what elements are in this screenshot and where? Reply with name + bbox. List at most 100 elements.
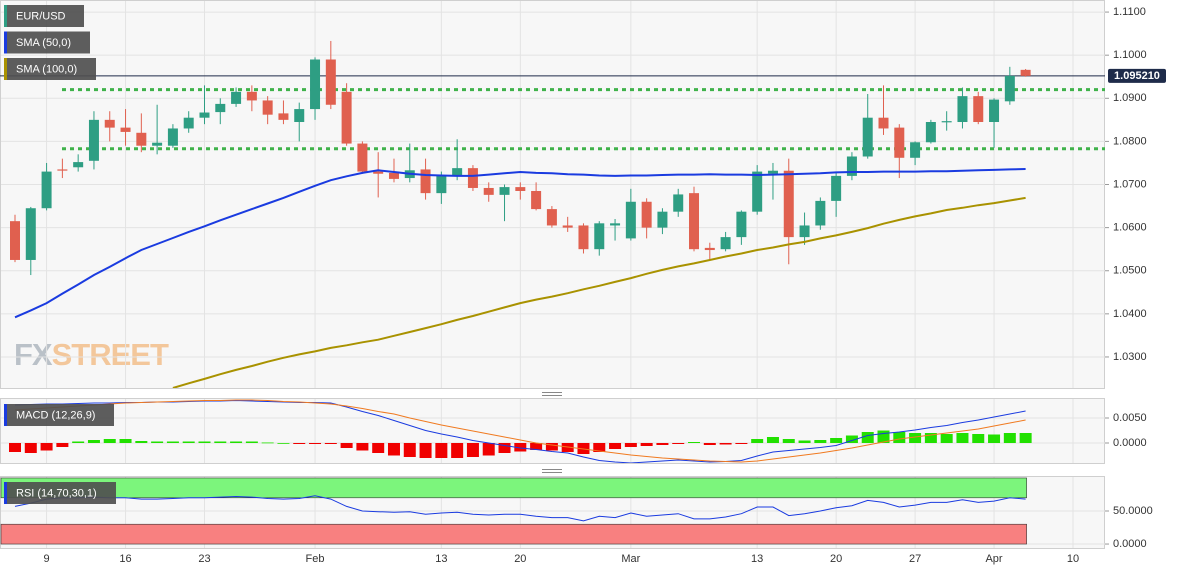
histogram-bar [387, 443, 400, 456]
legend-label: EUR/USD [16, 10, 66, 22]
rsi-band [0, 477, 1027, 499]
candle-body [736, 211, 747, 238]
histogram-bar [672, 443, 685, 444]
legend-box [4, 58, 96, 80]
histogram-bar [482, 443, 495, 456]
histogram-bar [609, 443, 622, 449]
x-tick-label: 13 [435, 553, 447, 565]
candle-body [704, 247, 715, 251]
histogram-bar [356, 443, 369, 451]
x-tick-label: 9 [44, 553, 50, 565]
candle-body [531, 190, 542, 210]
histogram-bar [766, 437, 779, 443]
candle-body [436, 175, 447, 194]
x-tick-label: 20 [514, 553, 526, 565]
legend-box [4, 482, 116, 504]
candle-body [10, 221, 20, 260]
histogram-bar [214, 441, 227, 443]
candle-body [673, 194, 684, 212]
legend-swatch [4, 5, 7, 27]
candle-body [467, 168, 478, 188]
candle-body [231, 91, 242, 104]
histogram-bar [830, 438, 843, 443]
histogram-bar [845, 435, 858, 443]
histogram-bar [324, 443, 337, 444]
candle-body [973, 96, 984, 123]
histogram-bar [972, 434, 985, 443]
y-tick-label: 1.0600 [1113, 222, 1147, 234]
legend-swatch [4, 404, 7, 426]
histogram-bar [40, 443, 53, 451]
y-tick-label: 1.0800 [1113, 135, 1147, 147]
histogram-bar [166, 441, 179, 443]
histogram-bar [909, 433, 922, 443]
histogram-bar [293, 443, 306, 444]
histogram-bar [688, 442, 701, 443]
candle-body [689, 193, 700, 250]
x-tick-label: 10 [1067, 553, 1079, 565]
histogram-bar [640, 443, 653, 446]
macd-panel [0, 398, 1105, 464]
histogram-bar [309, 443, 322, 444]
histogram-bar [466, 443, 479, 457]
histogram-bar [940, 434, 953, 443]
candle-body [294, 109, 305, 123]
candle-body [594, 223, 605, 250]
candle-body [25, 208, 36, 260]
candle-body [499, 187, 510, 195]
candle-body [373, 171, 384, 174]
histogram-bar [56, 443, 69, 447]
histogram-bar [135, 441, 148, 443]
line-series [14, 495, 1026, 522]
legend-label: MACD (12,26,9) [16, 409, 95, 421]
histogram-bar [988, 434, 1001, 443]
histogram-bar [703, 443, 716, 445]
histogram-bar [87, 440, 100, 443]
candle-body [625, 201, 636, 239]
histogram-bar [103, 439, 116, 443]
candle-body [546, 209, 557, 226]
x-tick-label: Apr [985, 553, 1002, 565]
histogram-bar [9, 443, 21, 452]
candle-body [183, 117, 194, 129]
legend-box [4, 5, 84, 27]
last-price-box [1108, 68, 1166, 83]
watermark-fx: FX [14, 337, 53, 372]
candle-body [341, 91, 352, 144]
histogram-bar [277, 443, 290, 444]
legend-swatch [4, 58, 7, 80]
histogram-bar [340, 443, 353, 448]
candle-body [57, 169, 68, 171]
histogram-bar [245, 441, 258, 443]
y-tick-label: 1.0400 [1113, 308, 1147, 320]
x-tick-label: 27 [909, 553, 921, 565]
y-tick-label: 1.1100 [1113, 6, 1146, 18]
histogram-bar [261, 442, 274, 444]
candle-body [925, 122, 936, 143]
histogram-bar [182, 441, 195, 443]
candle-body [910, 142, 921, 158]
y-tick-label: 0.0050 [1113, 412, 1147, 424]
candle-body [215, 103, 226, 113]
line-series [14, 168, 1026, 319]
candle-body [325, 59, 336, 105]
line-series [172, 196, 1026, 388]
histogram-bar [435, 443, 448, 458]
histogram-bar [498, 443, 511, 453]
histogram-bar [719, 443, 732, 445]
candle-body [73, 162, 84, 168]
candle-body [767, 170, 778, 174]
candle-body [452, 168, 463, 176]
candle-body [752, 171, 763, 212]
histogram-bar [924, 433, 937, 443]
candle-body [894, 127, 905, 158]
histogram-bar [893, 432, 906, 443]
histogram-bar [451, 443, 464, 458]
watermark-street: STREET [52, 337, 169, 372]
candle-body [799, 225, 810, 238]
legend-box [4, 404, 114, 426]
y-tick-label: 1.0300 [1113, 351, 1147, 363]
candle-body [152, 142, 163, 146]
x-tick-label: 20 [830, 553, 842, 565]
histogram-bar [782, 439, 795, 443]
